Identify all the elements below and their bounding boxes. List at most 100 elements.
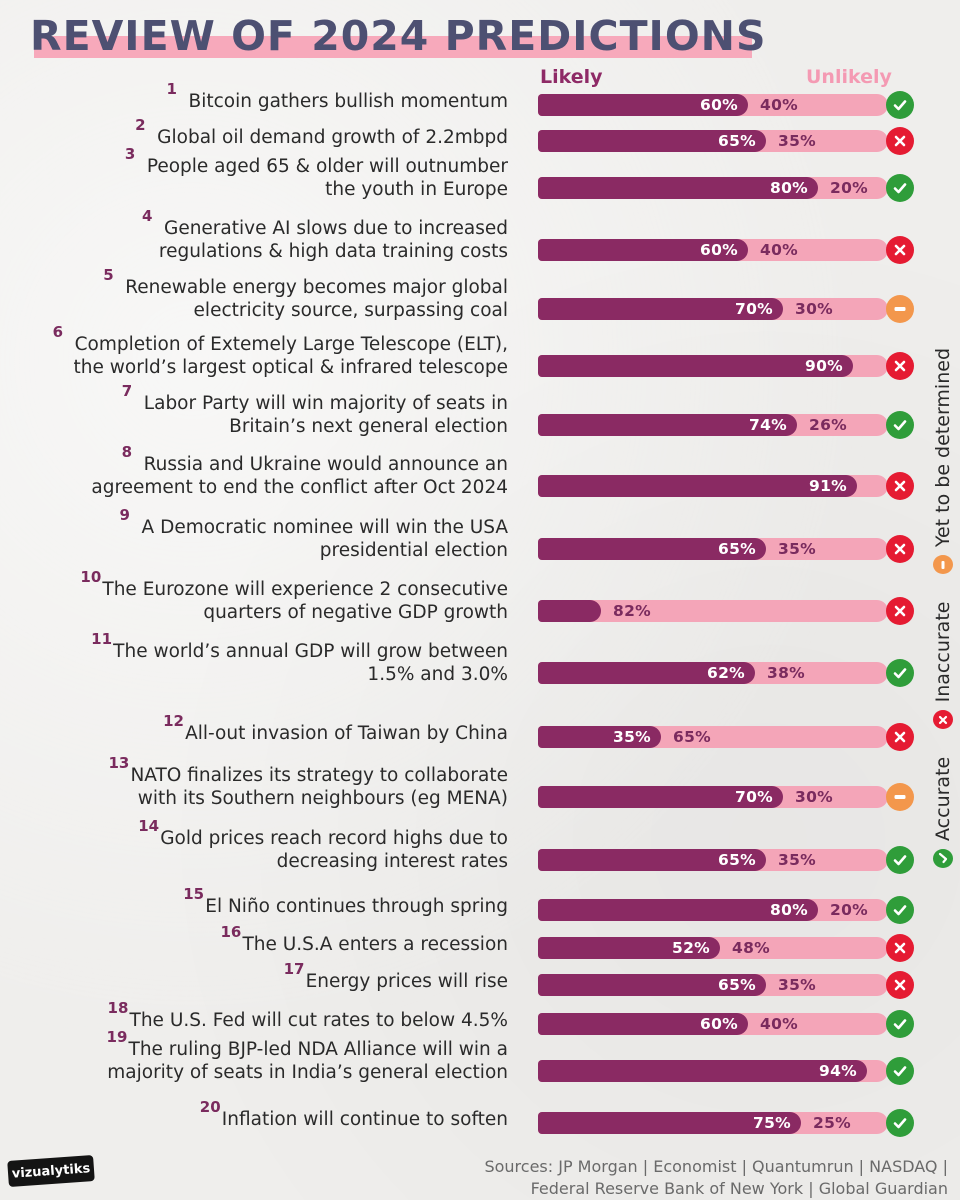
prediction-label-line: Global oil demand growth of 2.2mbpd (157, 127, 508, 148)
prediction-label-line: The U.S. Fed will cut rates to below 4.5… (129, 1010, 508, 1031)
prediction-number: 18 (107, 999, 129, 1017)
unlikely-value-label: 30% (795, 788, 834, 806)
unlikely-value-label: 40% (760, 96, 799, 114)
bar-likely (538, 94, 748, 116)
prediction-label: Russia and Ukraine would announce an agre… (91, 453, 508, 499)
bar-likely (538, 298, 783, 320)
prediction-label-line: Inflation will continue to soften (221, 1109, 508, 1130)
prediction-label: Global oil demand growth of 2.2mbpd (157, 126, 508, 149)
x-icon (886, 934, 914, 962)
x-icon (886, 236, 914, 264)
prediction-label-line: Generative AI slows due to increased (163, 218, 508, 239)
likely-value-label: 60% (699, 1015, 738, 1033)
check-icon (886, 91, 914, 119)
prediction-label: The ruling BJP-led NDA Alliance will win… (107, 1038, 508, 1084)
bar-likely (538, 475, 857, 497)
unlikely-value-label: 40% (760, 1015, 799, 1033)
bar-track-unlikely: 94% (538, 1060, 888, 1082)
unlikely-value-label: 35% (778, 132, 817, 150)
prediction-label: The U.S. Fed will cut rates to below 4.5… (130, 1009, 508, 1032)
bar-track-unlikely: 74% 26% (538, 414, 888, 436)
prediction-number: 1 (166, 80, 177, 98)
prediction-label: Labor Party will win majority of seats i… (144, 392, 508, 438)
prediction-label-line: Energy prices will rise (305, 971, 508, 992)
prediction-label-line: regulations & high data training costs (158, 241, 508, 262)
x-icon (886, 971, 914, 999)
bar-likely (538, 355, 853, 377)
bar-likely (538, 937, 720, 959)
prediction-label-line: decreasing interest rates (276, 851, 508, 872)
bar-track-unlikely: 70% 30% (538, 298, 888, 320)
x-icon (886, 127, 914, 155)
prediction-number: 5 (103, 266, 114, 284)
prediction-label: The Eurozone will experience 2 consecuti… (102, 578, 508, 624)
prediction-label-line: with its Southern neighbours (eg MENA) (137, 788, 508, 809)
prediction-label: People aged 65 & older will outnumber the… (147, 155, 508, 201)
bar-likely (538, 899, 818, 921)
prediction-label-line: Russia and Ukraine would announce an (143, 454, 508, 475)
prediction-number: 3 (124, 145, 136, 163)
minus-icon (886, 295, 914, 323)
x-icon (886, 472, 914, 500)
accurate-legend-label: Accurate (932, 756, 954, 841)
prediction-label-line: People aged 65 & older will outnumber (146, 156, 508, 177)
bar-likely (538, 849, 766, 871)
likely-value-label: 80% (769, 901, 808, 919)
prediction-number: 10 (80, 568, 102, 586)
prediction-label-line: the world’s largest optical & infrared t… (73, 357, 508, 378)
prediction-number: 15 (183, 885, 205, 903)
likely-value-label: 80% (769, 179, 808, 197)
prediction-label-line: agreement to end the conflict after Oct … (91, 477, 508, 498)
bar-track-unlikely: 80% 20% (538, 899, 888, 921)
bar-track-unlikely: 65% 35% (538, 130, 888, 152)
bar-track-unlikely: 91% (538, 475, 888, 497)
bar-likely (538, 974, 766, 996)
prediction-number: 13 (108, 754, 130, 772)
prediction-number: 17 (283, 960, 305, 978)
likely-value-label: 65% (717, 540, 756, 558)
bar-likely (538, 130, 766, 152)
check-icon (886, 1057, 914, 1085)
bar-likely (538, 600, 601, 622)
prediction-label: Generative AI slows due to increased regu… (159, 217, 508, 263)
likely-value-label: 65% (717, 132, 756, 150)
bar-track-unlikely: 70% 30% (538, 786, 888, 808)
bar-likely (538, 239, 748, 261)
unlikely-value-label: 35% (778, 976, 817, 994)
sources-line-2: Federal Reserve Bank of New York | Globa… (530, 1179, 948, 1198)
likely-value-label: 70% (734, 300, 773, 318)
prediction-label-line: Bitcoin gathers bullish momentum (188, 91, 509, 112)
unlikely-value-label: 20% (830, 901, 869, 919)
prediction-label: Inflation will continue to soften (222, 1108, 508, 1131)
bar-likely (538, 1112, 801, 1134)
bar-track-unlikely: 65% 35% (538, 974, 888, 996)
bar-likely (538, 414, 797, 436)
bar-likely (538, 1060, 867, 1082)
prediction-number: 6 (52, 323, 64, 341)
likely-value-label: 35% (612, 728, 651, 746)
prediction-label-line: A Democratic nominee will win the USA (141, 517, 508, 538)
bar-likely (538, 786, 783, 808)
check-icon (886, 659, 914, 687)
bar-track-unlikely: 65% 35% (538, 538, 888, 560)
legend-unlikely-label: Unlikely (806, 66, 892, 88)
page-title: REVIEW OF 2024 PREDICTIONS (30, 12, 767, 60)
likely-value-label: 91% (808, 477, 847, 495)
prediction-label: The world’s annual GDP will grow between… (113, 640, 508, 686)
bar-likely (538, 177, 818, 199)
prediction-label-line: Renewable energy becomes major global (125, 277, 508, 298)
prediction-label-line: 1.5% and 3.0% (367, 664, 508, 685)
bar-track-unlikely: 65% 35% (538, 849, 888, 871)
likely-value-label: 62% (706, 664, 745, 682)
unlikely-value-label: 30% (795, 300, 834, 318)
unlikely-value-label: 35% (778, 540, 817, 558)
prediction-label-line: majority of seats in India’s general ele… (107, 1062, 508, 1083)
unlikely-value-label: 25% (813, 1114, 852, 1132)
prediction-label: El Niño continues through spring (205, 895, 508, 918)
check-icon (886, 174, 914, 202)
unlikely-value-label: 38% (767, 664, 806, 682)
check-icon (886, 846, 914, 874)
bar-track-unlikely: 60% 40% (538, 239, 888, 261)
prediction-label-line: Completion of Extemely Large Telescope (… (74, 334, 508, 355)
likely-value-label: 74% (748, 416, 787, 434)
